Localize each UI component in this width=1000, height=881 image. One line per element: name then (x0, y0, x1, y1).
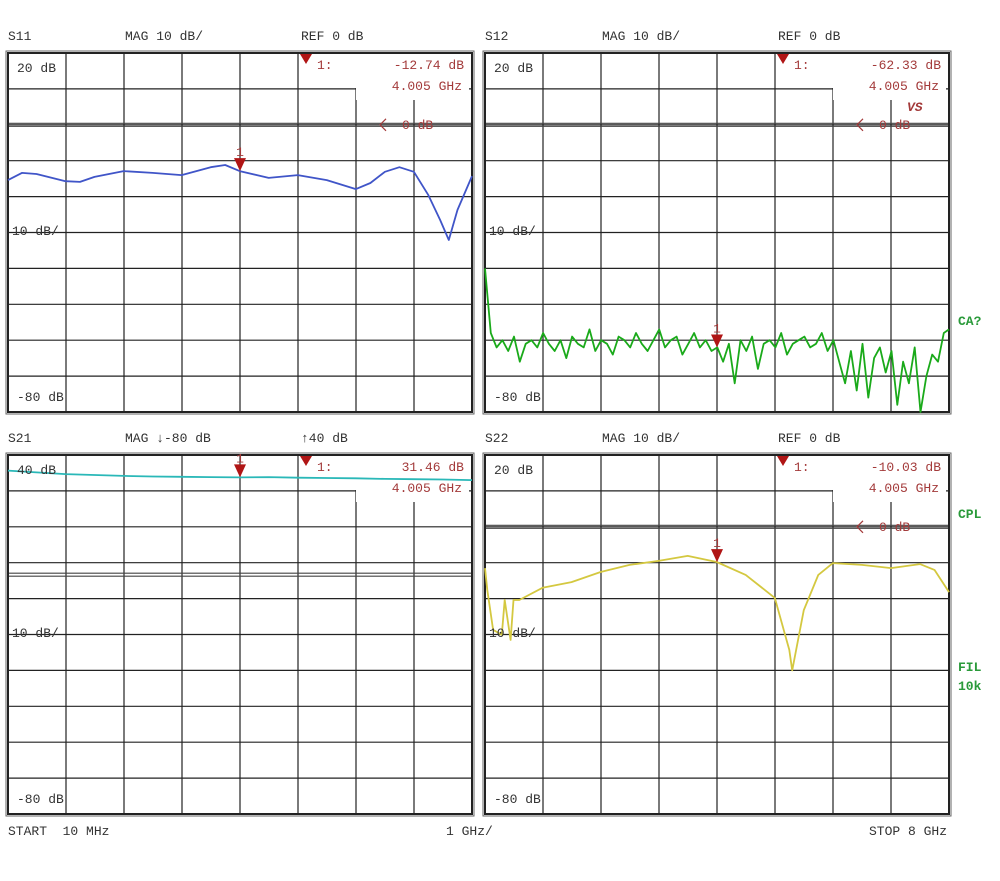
ref-position-label: 0 dB (402, 118, 433, 133)
format-label: MAG 10 dB/ (125, 29, 203, 44)
marker-readout-box (833, 456, 946, 502)
active-marker-icon (777, 456, 789, 466)
vs-logo: VS (907, 100, 923, 115)
div-scale-label: 10 dB/ (489, 626, 536, 641)
marker-readout-freq: 4.005 GHz (869, 79, 939, 94)
bottom-scale-label: -80 dB (494, 390, 541, 405)
active-marker-icon (300, 54, 312, 64)
plot-frame (484, 454, 950, 815)
div-scale-label: 10 dB/ (12, 224, 59, 239)
trace-s12 (484, 268, 950, 413)
marker-readout-label: 1: (317, 460, 333, 475)
bottom-scale-label: -80 dB (494, 792, 541, 807)
marker-readout-value: -10.03 dB (871, 460, 941, 475)
footer-start: START 10 MHz (8, 824, 109, 839)
div-scale-label: 10 dB/ (12, 626, 59, 641)
side-label-fil-bw: 10k (958, 679, 982, 694)
marker-readout-value: 31.46 dB (402, 460, 465, 475)
ref-label: REF 0 dB (301, 29, 364, 44)
marker-readout-freq: 4.005 GHz (392, 79, 462, 94)
trace-s11 (7, 164, 473, 241)
marker-triangle-icon (234, 158, 246, 172)
ref-label: REF 0 dB (778, 29, 841, 44)
plot-area: 1 (482, 50, 952, 415)
marker-triangle-icon (234, 464, 246, 478)
plot-area: 1 (5, 50, 475, 415)
plot-frame-outer (482, 452, 952, 817)
ref-label: REF 0 dB (778, 431, 841, 446)
ref-arrow-icon (379, 118, 387, 132)
marker-number: 1 (713, 536, 721, 551)
div-scale-label: 10 dB/ (489, 224, 536, 239)
marker-number: 1 (236, 451, 244, 466)
marker-readout-label: 1: (794, 460, 810, 475)
marker-readout-value: -62.33 dB (871, 58, 941, 73)
plot-frame (7, 454, 473, 815)
marker-triangle-icon (711, 549, 723, 563)
plot-area: 1 (5, 451, 475, 817)
bottom-scale-label: -80 dB (17, 390, 64, 405)
footer-stop: STOP 8 GHz (869, 824, 947, 839)
marker-readout-freq: 4.005 GHz (869, 481, 939, 496)
param-label: S21 (8, 431, 32, 446)
panel-s22: S22 MAG 10 dB/ REF 0 dB 1 20 dB 10 dB/ -… (482, 431, 952, 817)
top-scale-label: 20 dB (494, 61, 533, 76)
plot-frame-outer (482, 50, 952, 415)
panel-s21: S21 MAG ↓-80 dB ↑40 dB 1 40 dB 10 dB/ -8… (5, 431, 475, 817)
top-scale-label: 20 dB (17, 61, 56, 76)
side-label-fil: FIL (958, 660, 982, 675)
ref-position-label: 0 dB (879, 520, 910, 535)
plot-frame-outer (5, 452, 475, 817)
plot-frame (484, 52, 950, 413)
ref-position-label: 0 dB (879, 118, 910, 133)
trace-s22 (484, 555, 950, 672)
active-marker-icon (300, 456, 312, 466)
marker-readout-box (356, 54, 469, 100)
plot-frame-outer (5, 50, 475, 415)
panel-s12: S12 MAG 10 dB/ REF 0 dB 1 20 dB 10 dB/ -… (482, 29, 952, 415)
marker-readout-freq: 4.005 GHz (392, 481, 462, 496)
top-scale-label: 40 dB (17, 463, 56, 478)
top-scale-label: 20 dB (494, 463, 533, 478)
marker-readout-label: 1: (317, 58, 333, 73)
marker-number: 1 (236, 145, 244, 160)
param-label: S22 (485, 431, 508, 446)
marker-readout-label: 1: (794, 58, 810, 73)
footer-span: 1 GHz/ (446, 824, 493, 839)
ref-arrow-icon (856, 118, 864, 132)
format-label: MAG ↓-80 dB (125, 431, 211, 446)
ref-label: ↑40 dB (301, 431, 348, 446)
side-label-ca: CA? (958, 314, 982, 329)
marker-number: 1 (713, 322, 721, 337)
panel-s11: S11 MAG 10 dB/ REF 0 dB 1 20 dB 10 dB/ -… (5, 29, 475, 415)
bottom-scale-label: -80 dB (17, 792, 64, 807)
plot-frame (7, 52, 473, 413)
param-label: S12 (485, 29, 508, 44)
format-label: MAG 10 dB/ (602, 29, 680, 44)
trace-s21 (7, 469, 473, 481)
active-marker-icon (777, 54, 789, 64)
marker-readout-box (833, 54, 946, 100)
ref-arrow-icon (856, 520, 864, 534)
marker-readout-value: -12.74 dB (394, 58, 464, 73)
plot-area: 1 (482, 452, 952, 817)
marker-triangle-icon (711, 334, 723, 348)
format-label: MAG 10 dB/ (602, 431, 680, 446)
param-label: S11 (8, 29, 32, 44)
side-label-cpl: CPL (958, 507, 982, 522)
